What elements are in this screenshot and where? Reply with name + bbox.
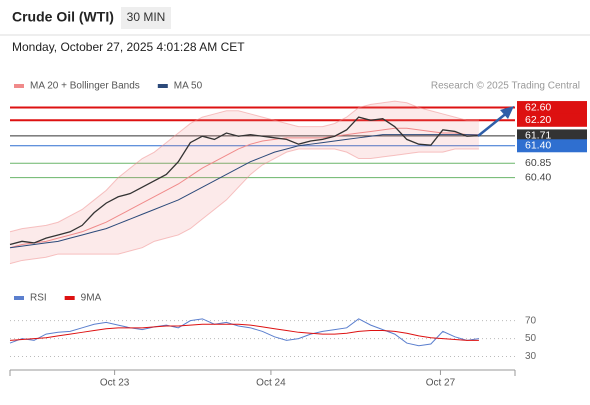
legend-swatch	[157, 84, 168, 88]
level-box	[517, 101, 587, 115]
price-line	[9, 116, 479, 246]
level-label: 62.60	[525, 101, 551, 113]
arrow-head	[500, 106, 514, 119]
timeframe-box	[121, 7, 171, 29]
series-line	[9, 318, 480, 347]
y-tick-label: 30	[525, 351, 537, 362]
series-line	[9, 127, 479, 249]
level-label: 61.40	[525, 140, 551, 152]
series-line	[9, 323, 479, 341]
level-box	[517, 139, 587, 153]
title: Crude Oil (WTI)	[12, 9, 114, 25]
level-label: 62.20	[525, 114, 551, 126]
legend-swatch	[14, 84, 24, 88]
source: Research © 2025 Trading Central	[431, 81, 580, 92]
legend-label: 9MA	[81, 293, 102, 304]
y-tick-label: 50	[525, 333, 537, 344]
timeframe: 30 MIN	[127, 10, 166, 24]
y-tick-label: 70	[525, 315, 537, 326]
bollinger-band	[10, 101, 479, 264]
x-tick-label: Oct 23	[100, 378, 130, 389]
forecast-arrow	[477, 111, 509, 137]
x-tick-label: Oct 24	[256, 378, 286, 389]
x-tick-label: Oct 27	[426, 378, 456, 389]
level-label: 61.71	[525, 130, 551, 142]
date: Monday, October 27, 2025 4:01:28 AM CET	[12, 40, 245, 54]
legend-label: MA 20 + Bollinger Bands	[30, 81, 140, 92]
level-label: 60.85	[525, 157, 551, 169]
legend-label: MA 50	[174, 81, 203, 92]
level-box	[517, 113, 587, 127]
level-label: 60.40	[525, 171, 551, 183]
band-upper	[9, 100, 479, 233]
legend-label: RSI	[30, 293, 47, 304]
legend-swatch	[64, 296, 75, 300]
band-lower	[9, 148, 479, 265]
level-box	[517, 129, 587, 143]
legend-swatch	[14, 296, 24, 300]
series-line	[9, 134, 479, 249]
